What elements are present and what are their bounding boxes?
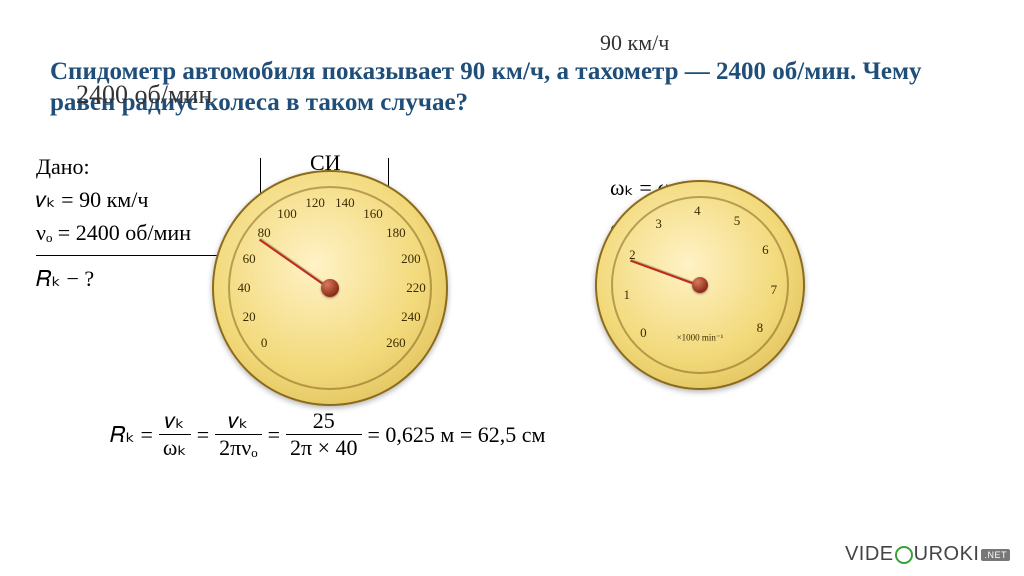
- gauge-tick: 7: [771, 282, 778, 298]
- gauge-tick: 40: [238, 280, 251, 296]
- gauge-tick: 5: [734, 213, 741, 229]
- given-head: Дано:: [36, 150, 236, 183]
- result-tail: = 0,625 м = 62,5 см: [368, 422, 546, 448]
- gauge-tick: 120: [305, 195, 325, 211]
- gauge-tick: 6: [762, 242, 769, 258]
- gauge-tick: 240: [401, 309, 421, 325]
- speedometer-hub: [321, 279, 339, 297]
- gauge-tick: 80: [258, 225, 271, 241]
- tachometer-units: ×1000 min⁻¹: [677, 333, 724, 344]
- given-block: Дано: 𝑣ₖ = 90 км/ч νₒ = 2400 об/мин 𝑅ₖ −…: [36, 150, 236, 295]
- gauge-tick: 0: [640, 325, 647, 341]
- gauge-tick: 0: [261, 335, 268, 351]
- result-frac-2: 𝑣ₖ 2πνₒ: [215, 408, 261, 461]
- given-nu: νₒ = 2400 об/мин: [36, 216, 236, 249]
- tachometer-hub: [692, 277, 708, 293]
- gauge-tick: 60: [243, 251, 256, 267]
- gauge-tick: 180: [386, 225, 406, 241]
- tachometer-gauge: ×1000 min⁻¹ 0 1 2 3 4 5 6 7 8: [595, 180, 805, 390]
- gauge-tick: 4: [694, 203, 701, 219]
- gauge-tick: 3: [655, 216, 662, 232]
- gauge-tick: 160: [363, 206, 383, 222]
- gauge-tick: 1: [623, 287, 630, 303]
- logo-o-icon: [895, 546, 913, 564]
- footer-logo: VIDEUROKI.NET: [845, 543, 1010, 566]
- gauge-tick: 8: [757, 320, 764, 336]
- result-frac-3: 25 2π × 40: [286, 408, 362, 461]
- annotation-speed: 90 км/ч: [600, 30, 669, 56]
- given-unknown: 𝑅ₖ − ?: [36, 262, 236, 295]
- given-divider: [36, 255, 236, 256]
- annotation-rpm: 2400 об/мин: [76, 80, 212, 110]
- gauge-tick: 140: [335, 195, 355, 211]
- result-lhs: 𝑅ₖ =: [110, 422, 153, 448]
- gauge-tick: 200: [401, 251, 421, 267]
- given-v: 𝑣ₖ = 90 км/ч: [36, 183, 236, 216]
- gauge-tick: 260: [386, 335, 406, 351]
- gauge-tick: 2: [629, 247, 636, 263]
- gauge-tick: 220: [406, 280, 426, 296]
- speedometer-gauge: 0 20 40 6080 100 120 140 160180 200 220 240 260: [212, 170, 448, 406]
- gauge-tick: 20: [243, 309, 256, 325]
- gauge-tick: 100: [277, 206, 297, 222]
- result-equation: 𝑅ₖ = 𝑣ₖ ωₖ = 𝑣ₖ 2πνₒ = 25 2π × 40 = 0,62…: [110, 408, 950, 461]
- result-frac-1: 𝑣ₖ ωₖ: [159, 408, 191, 461]
